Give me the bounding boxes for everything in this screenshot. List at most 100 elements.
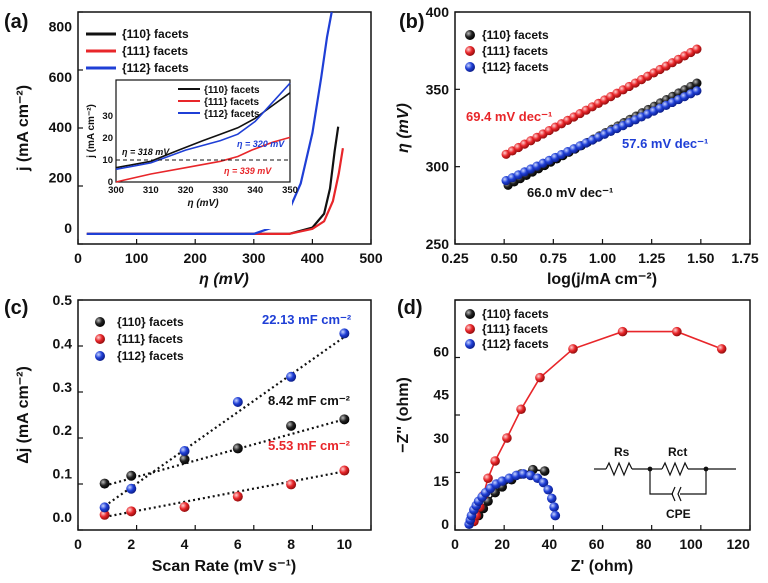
- legend-marker-110: [95, 317, 105, 327]
- inset-legend-label: {112} facets: [204, 109, 260, 120]
- x-ticks-c: 0 2 4 6 8 10: [74, 536, 352, 552]
- fit-line: [104, 335, 345, 508]
- y-axis-label-b: η (mV): [395, 103, 412, 153]
- tafel-slope-111: 69.4 mV dec⁻¹: [466, 109, 552, 124]
- x-tick: 100: [679, 536, 703, 552]
- legend-label-111: {111} facets: [122, 44, 188, 58]
- x-tick: 0.50: [491, 250, 518, 266]
- y-ticks-b: 250 300 350 400: [426, 4, 450, 252]
- x-axis-label-c: Scan Rate (mV s⁻¹): [152, 558, 296, 575]
- x-tick: 0: [74, 536, 82, 552]
- x-tick: 0.75: [540, 250, 567, 266]
- inset-y-tick: 0: [108, 177, 113, 188]
- data-point: [126, 483, 137, 494]
- y-axis-label-a: j (mA cm⁻²): [15, 85, 32, 172]
- inset-x-tick: 330: [212, 185, 228, 196]
- data-point: [490, 456, 500, 466]
- inset-legend-label: {111} facets: [204, 97, 259, 108]
- legend-b: {110} facets {111} facets {112} facets: [465, 28, 549, 74]
- data-point: [339, 328, 350, 339]
- data-point: [549, 502, 559, 512]
- legend-c: {110} facets {111} facets {112} facets: [95, 315, 184, 363]
- legend-marker-111: [465, 46, 475, 56]
- data-point: [179, 454, 190, 465]
- legend-marker-112: [95, 351, 105, 361]
- cdl-label-110: 8.42 mF cm⁻²: [268, 393, 351, 408]
- inset-series-line: [115, 82, 291, 171]
- y-tick: 300: [426, 159, 450, 175]
- data-point: [99, 509, 110, 520]
- data-point: [535, 372, 545, 383]
- data-point: [483, 473, 493, 484]
- data-point: [617, 326, 628, 337]
- resistor-rs-icon: [605, 461, 633, 477]
- inset-legend-label: {110} facets: [204, 85, 260, 96]
- legend-label-111: {111} facets: [482, 322, 548, 336]
- legend-label-110: {110} facets: [482, 28, 549, 42]
- tick-marks: [77, 11, 751, 531]
- fit-line: [104, 470, 345, 519]
- data-point: [179, 446, 190, 457]
- legend-label-112: {112} facets: [482, 60, 549, 74]
- data-point: [692, 86, 702, 96]
- legend-label-110: {110} facets: [482, 307, 549, 321]
- y-tick: 400: [49, 119, 73, 135]
- inset-annotation-318: η = 318 mV: [122, 147, 170, 157]
- legend-marker-110: [465, 309, 475, 319]
- data-point: [286, 479, 297, 490]
- x-ticks-a: 0 100 200 300 400 500: [74, 250, 383, 266]
- x-ticks-d: 0 20 40 60 80 100 120: [451, 536, 750, 552]
- y-tick: 30: [433, 430, 449, 446]
- y-tick: 0.3: [53, 379, 73, 395]
- x-tick: 20: [494, 536, 510, 552]
- cdl-label-111: 5.53 mF cm⁻²: [268, 438, 351, 453]
- data-point: [502, 433, 512, 443]
- y-tick: 0: [64, 220, 72, 236]
- circuit-label-rs: Rs: [614, 445, 630, 459]
- x-tick: 0.25: [441, 250, 468, 266]
- y-tick: 350: [426, 81, 450, 97]
- x-axis-label-a: η (mV): [199, 271, 249, 288]
- series-points-d: [464, 326, 727, 530]
- x-tick: 500: [359, 250, 383, 266]
- y-axis-label-d: −Z'' (ohm): [395, 377, 412, 453]
- panel-label-b: (b): [399, 11, 425, 33]
- inset-legend: {110} facets {111} facets {112} facets: [178, 85, 260, 120]
- data-point: [339, 414, 350, 425]
- data-point: [516, 404, 526, 415]
- inset-annotation-339: η = 339 mV: [224, 166, 272, 176]
- x-axis-label-b: log(j/mA cm⁻²): [547, 271, 657, 288]
- panel-label-c: (c): [4, 297, 28, 319]
- inset-x-tick: 320: [178, 185, 194, 196]
- panel-label-d: (d): [397, 297, 423, 319]
- legend-marker-111: [95, 334, 105, 344]
- cpe-icon: [671, 486, 676, 502]
- equivalent-circuit: [594, 461, 736, 502]
- inset-y-ticks: 0 10 20 30: [102, 111, 113, 188]
- x-tick: 10: [337, 536, 353, 552]
- x-tick: 200: [184, 250, 208, 266]
- legend-a: {110} facets {111} facets {112} facets: [86, 27, 189, 75]
- y-tick: 0.1: [53, 466, 73, 482]
- inset-x-tick: 310: [143, 185, 159, 196]
- y-tick: 45: [433, 387, 449, 403]
- y-tick: 0.2: [53, 422, 73, 438]
- data-point: [99, 502, 110, 513]
- circuit-wire: [649, 469, 673, 495]
- y-ticks-c: 0.0 0.1 0.2 0.3 0.4 0.5: [53, 292, 73, 525]
- legend-d: {110} facets {111} facets {112} facets: [465, 307, 549, 351]
- panel-d: (d) 0 20 40 60 80 100 120 0 15 30 45 60 …: [395, 297, 751, 575]
- legend-label-112: {112} facets: [482, 337, 549, 351]
- inset-y-tick: 20: [102, 133, 113, 144]
- inset-x-ticks: 300 310 320 330 340 350: [108, 185, 298, 196]
- y-tick: 200: [49, 170, 73, 186]
- data-point: [126, 470, 137, 481]
- x-tick: 80: [636, 536, 652, 552]
- data-point: [126, 506, 137, 517]
- inset-series-lines: [115, 82, 291, 183]
- inset-series-line: [115, 136, 291, 183]
- inset-y-label: j (mA cm⁻²): [86, 104, 97, 159]
- x-tick: 1.25: [638, 250, 665, 266]
- tafel-slope-112: 57.6 mV dec⁻¹: [622, 136, 708, 151]
